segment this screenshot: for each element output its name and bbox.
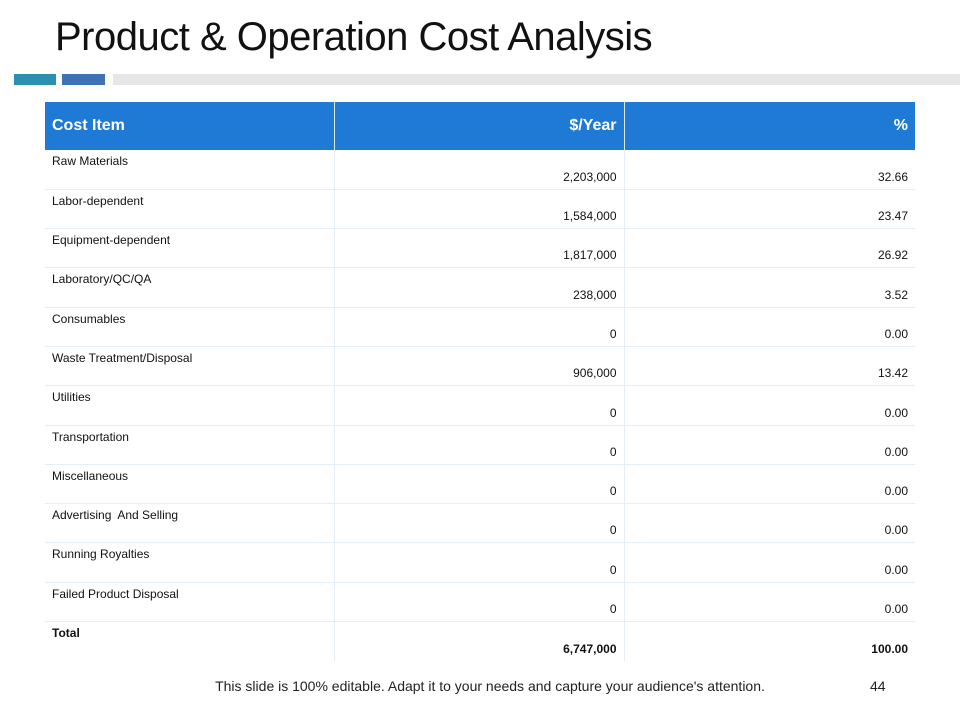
cell-percent: 0.00: [624, 385, 915, 426]
table-row: Transportation 0 0.00: [45, 425, 915, 465]
cell-percent: 0.00: [624, 503, 915, 544]
cell-percent: 3.52: [624, 267, 915, 308]
cell-cost-item: Advertising And Selling: [45, 503, 335, 544]
cell-dollars-per-year: 0: [334, 503, 625, 544]
cell-dollars-per-year: 1,584,000: [334, 189, 625, 230]
cell-percent: 32.66: [624, 150, 915, 190]
cell-total-dollars-per-year: 6,747,000: [334, 621, 625, 661]
cell-dollars-per-year: 906,000: [334, 346, 625, 387]
cell-cost-item: Consumables: [45, 307, 335, 347]
slide-footer-note: This slide is 100% editable. Adapt it to…: [215, 678, 765, 694]
cell-cost-item: Labor-dependent: [45, 189, 335, 230]
cell-dollars-per-year: 0: [334, 425, 625, 465]
header-cost-item: Cost Item: [45, 102, 335, 150]
accent-bar-grey: [113, 74, 960, 85]
table-row: Miscellaneous 0 0.00: [45, 464, 915, 505]
header-dollars-per-year: $/Year: [334, 102, 625, 150]
cell-dollars-per-year: 238,000: [334, 267, 625, 308]
cell-cost-item: Transportation: [45, 425, 335, 465]
cell-cost-item: Miscellaneous: [45, 464, 335, 505]
cell-total-label: Total: [45, 621, 335, 661]
cell-cost-item: Failed Product Disposal: [45, 582, 335, 623]
table-row: Failed Product Disposal 0 0.00: [45, 582, 915, 623]
cell-percent: 0.00: [624, 464, 915, 505]
cell-percent: 0.00: [624, 307, 915, 347]
table-row: Advertising And Selling 0 0.00: [45, 503, 915, 544]
table-row: Labor-dependent 1,584,000 23.47: [45, 189, 915, 230]
cell-percent: 0.00: [624, 582, 915, 623]
cell-percent: 26.92: [624, 228, 915, 269]
cell-cost-item: Utilities: [45, 385, 335, 426]
cell-dollars-per-year: 0: [334, 582, 625, 623]
cost-table: Cost Item $/Year % Raw Materials 2,203,0…: [45, 102, 915, 661]
cell-cost-item: Equipment-dependent: [45, 228, 335, 269]
cell-dollars-per-year: 0: [334, 542, 625, 583]
table-row: Equipment-dependent 1,817,000 26.92: [45, 228, 915, 269]
header-row: Cost Item $/Year %: [45, 102, 915, 150]
cell-dollars-per-year: 1,817,000: [334, 228, 625, 269]
cell-percent: 13.42: [624, 346, 915, 387]
cell-cost-item: Laboratory/QC/QA: [45, 267, 335, 308]
header-percent: %: [624, 102, 915, 150]
table-total-row: Total 6,747,000 100.00: [45, 621, 915, 661]
cell-cost-item: Running Royalties: [45, 542, 335, 583]
cell-dollars-per-year: 2,203,000: [334, 150, 625, 190]
cell-percent: 23.47: [624, 189, 915, 230]
table-row: Running Royalties 0 0.00: [45, 542, 915, 583]
cell-percent: 0.00: [624, 542, 915, 583]
table-row: Laboratory/QC/QA 238,000 3.52: [45, 267, 915, 308]
cell-dollars-per-year: 0: [334, 307, 625, 347]
cell-cost-item: Raw Materials: [45, 150, 335, 190]
page-number: 44: [870, 678, 886, 694]
cell-dollars-per-year: 0: [334, 464, 625, 505]
cell-dollars-per-year: 0: [334, 385, 625, 426]
accent-bar-blue: [62, 74, 105, 85]
cell-total-percent: 100.00: [871, 641, 908, 656]
cell-percent: 0.00: [624, 425, 915, 465]
table-body: Raw Materials 2,203,000 32.66 Labor-depe…: [45, 150, 915, 661]
accent-bar-teal: [14, 74, 56, 85]
table-header: Cost Item $/Year %: [45, 102, 915, 150]
table-row: Utilities 0 0.00: [45, 385, 915, 426]
table-row: Raw Materials 2,203,000 32.66: [45, 150, 915, 190]
slide-title: Product & Operation Cost Analysis: [55, 15, 653, 59]
cell-cost-item: Waste Treatment/Disposal: [45, 346, 335, 387]
table-row: Waste Treatment/Disposal 906,000 13.42: [45, 346, 915, 387]
table-row: Consumables 0 0.00: [45, 307, 915, 347]
